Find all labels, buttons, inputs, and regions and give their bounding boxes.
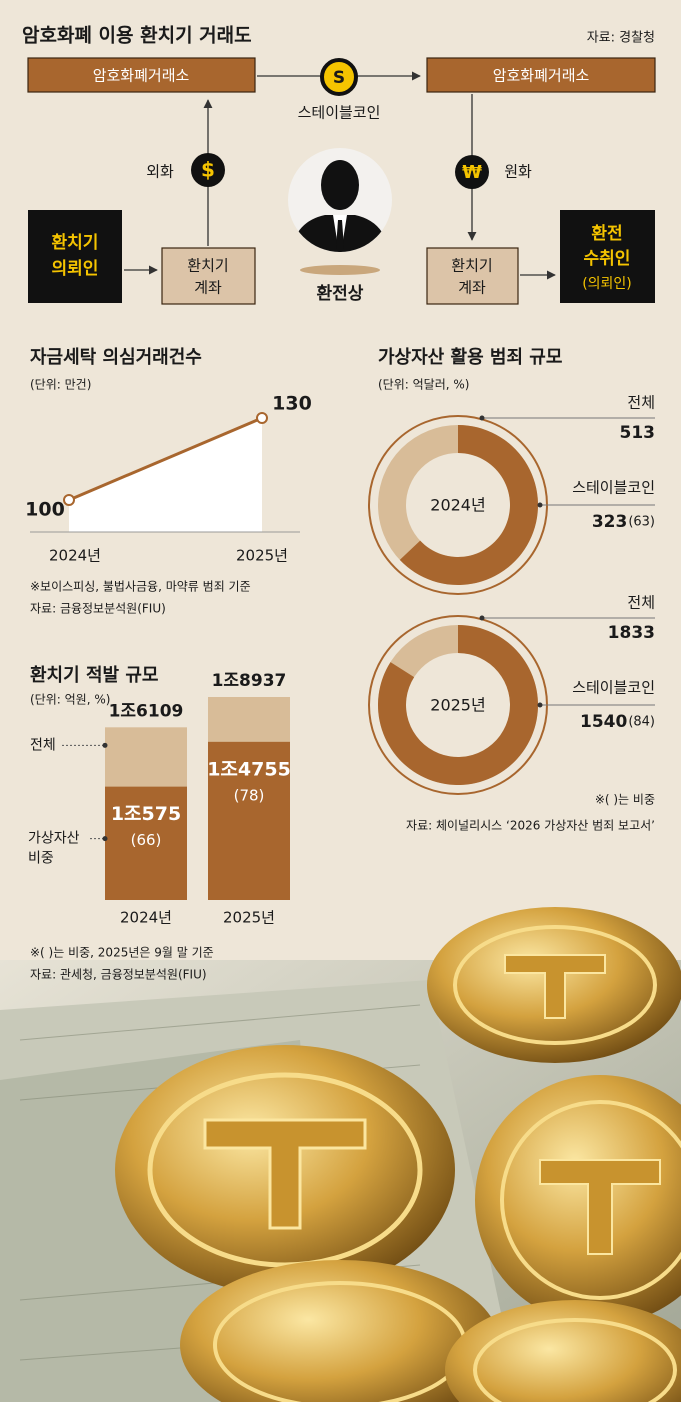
dollar-icon <box>191 153 225 187</box>
x-tick-label: 2024년 <box>49 547 101 565</box>
dealer-label: 환전상 <box>317 284 364 304</box>
exchange-label: 암호화폐거래소 <box>493 67 590 85</box>
legend-dot <box>102 836 108 842</box>
requester-label: 환치기 <box>52 233 99 253</box>
leader-dot <box>537 702 543 708</box>
note: 자료: 체이널리시스 ‘2026 가상자산 범죄 보고서’ <box>406 819 655 833</box>
foreign-label: 외화 <box>146 163 174 181</box>
total-value: 1833 <box>608 623 655 643</box>
leader-dot <box>479 615 485 621</box>
coin-icon-label: S <box>333 68 345 88</box>
value-label: 1조8937 <box>212 671 287 691</box>
value-label: 1조6109 <box>109 701 184 721</box>
chart-subtitle: (단위: 억원, %) <box>30 693 110 707</box>
exchange-box <box>27 57 256 93</box>
share-label: (66) <box>131 831 162 849</box>
legend-label: 전체 <box>30 737 56 753</box>
point <box>63 494 75 506</box>
account-box <box>161 247 256 305</box>
legend-label: 가상자산 비중 <box>28 831 80 867</box>
chart-title: 자금세탁 의심거래건수 <box>30 347 202 368</box>
bar <box>105 786 187 900</box>
legend-dot <box>102 742 108 748</box>
receiver-label: 환전 <box>591 224 622 244</box>
donut-segment <box>399 425 539 585</box>
diagram-source: 자료: 경찰청 <box>587 31 655 46</box>
stablecoin-label: 스테이블코인 <box>298 104 381 122</box>
stablecoin-value: 1540 <box>580 712 627 732</box>
chart-subtitle: (단위: 만건) <box>30 378 91 392</box>
total-name: 전체 <box>627 594 655 612</box>
note: ※보이스피싱, 불법사금융, 마약류 범죄 기준 <box>30 579 251 594</box>
ring-label: 2025년 <box>430 696 485 715</box>
receiver-label: (의뢰인) <box>582 276 632 292</box>
won-icon <box>455 155 489 189</box>
value-label: 100 <box>25 499 65 521</box>
line <box>68 416 263 502</box>
note: 자료: 금융정보분석원(FIU) <box>30 602 166 616</box>
bar <box>208 741 290 900</box>
exchange-box <box>426 57 656 93</box>
x-tick-label: 2025년 <box>236 547 288 565</box>
stablecoin-name: 스테이블코인 <box>572 479 655 497</box>
requester-label: 의뢰인 <box>52 259 99 279</box>
chart-title: 환치기 적발 규모 <box>30 664 158 686</box>
share-label: (63) <box>628 515 655 530</box>
receiver-box <box>560 210 655 303</box>
x-tick-label: 2024년 <box>120 909 172 927</box>
value-label: 1조4755 <box>207 758 291 780</box>
diagram-title: 암호화폐 이용 환치기 거래도 <box>22 25 252 47</box>
value-label: 130 <box>272 393 312 415</box>
coin-photo <box>0 907 681 1402</box>
chart-subtitle: (단위: 억달러, %) <box>378 378 469 392</box>
account-label: 계좌 <box>458 279 486 297</box>
coin-icon <box>320 58 358 96</box>
share-label: (78) <box>234 786 265 804</box>
point <box>256 412 268 424</box>
receiver-label: 수취인 <box>584 248 631 269</box>
won-label: 원화 <box>504 163 532 181</box>
total-name: 전체 <box>627 394 655 412</box>
requester-box <box>28 210 122 303</box>
account-label: 환치기 <box>451 257 492 275</box>
note: ※( )는 비중, 2025년은 9월 말 기준 <box>30 946 214 960</box>
note: ※( )는 비중 <box>595 793 655 807</box>
account-label: 환치기 <box>187 257 228 275</box>
share-label: (84) <box>628 715 655 730</box>
ring-label: 2024년 <box>430 496 485 515</box>
stablecoin-value: 323 <box>592 512 628 532</box>
chart-title: 가상자산 활용 범죄 규모 <box>378 347 562 368</box>
won-icon-label: ₩ <box>462 162 482 183</box>
total-value: 513 <box>620 423 656 443</box>
dollar-icon-label: $ <box>201 158 215 182</box>
exchange-label: 암호화폐거래소 <box>93 67 190 85</box>
x-tick-label: 2025년 <box>223 909 275 927</box>
area <box>69 418 262 532</box>
account-label: 계좌 <box>194 279 222 297</box>
donut-segment <box>377 625 539 785</box>
stablecoin-name: 스테이블코인 <box>572 679 655 697</box>
account-box <box>426 247 519 305</box>
note: 자료: 관세청, 금융정보분석원(FIU) <box>30 968 207 982</box>
leader-dot <box>479 415 485 421</box>
value-label: 1조575 <box>111 803 181 825</box>
leader-dot <box>537 502 543 508</box>
